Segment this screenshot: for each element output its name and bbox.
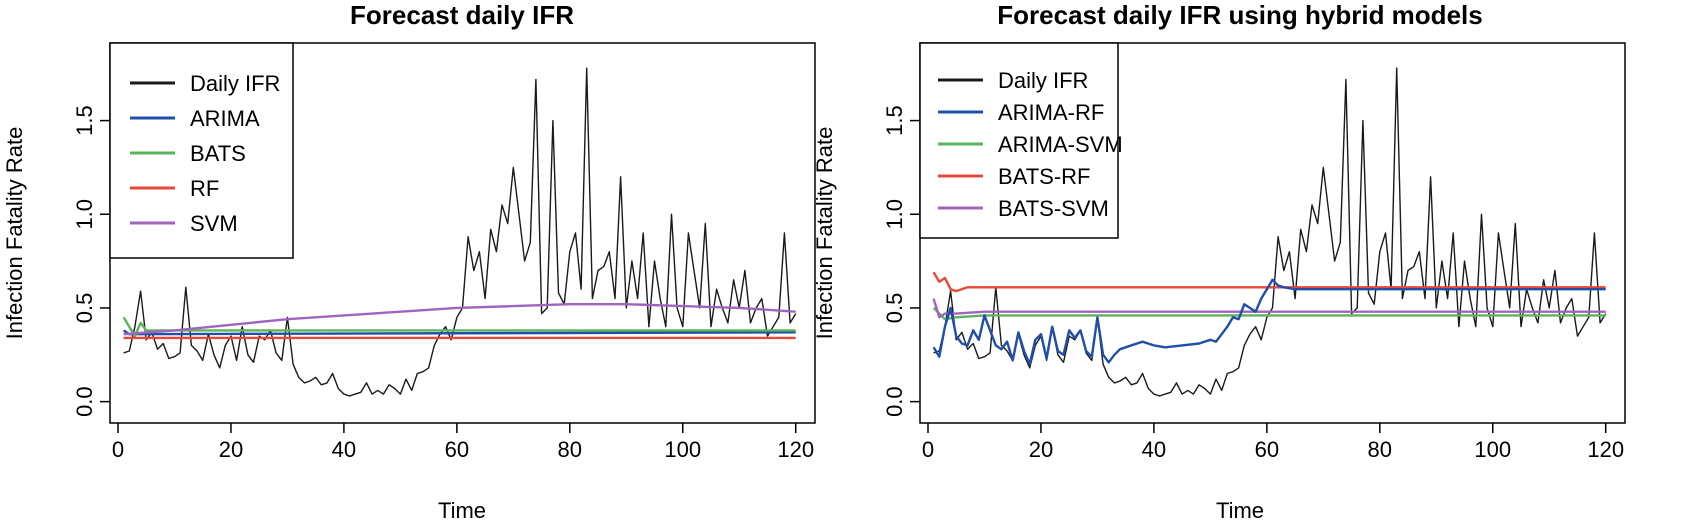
chart-forecast-daily-ifr: Forecast daily IFR 0.0 0.5 1.0 1.5 0 20 40 60 8… [2, 0, 816, 523]
legend-label-arima-svm: ARIMA-SVM [998, 132, 1123, 157]
x-tick-label: 120 [1587, 437, 1624, 462]
x-tick-label: 0 [922, 437, 934, 462]
x-tick-label: 120 [777, 437, 814, 462]
x-tick-label: 100 [664, 437, 701, 462]
x-tick-label: 60 [1255, 437, 1279, 462]
x-tick-label: 20 [219, 437, 243, 462]
series-group [122, 67, 797, 397]
y-tick-label: 1.0 [882, 199, 907, 230]
y-tick-label: 0.0 [882, 386, 907, 417]
series-group [932, 67, 1607, 397]
x-tick-label: 80 [558, 437, 582, 462]
x-axis-label: Time [438, 498, 486, 523]
legend-label-arima: ARIMA [190, 106, 260, 131]
x-tick-label: 40 [1142, 437, 1166, 462]
legend-label-svm: SVM [190, 211, 238, 236]
y-axis-label: Infection Fatality Rate [2, 127, 27, 340]
x-tick-label: 20 [1029, 437, 1053, 462]
legend-label-rf: RF [190, 176, 219, 201]
y-tick-label: 1.0 [72, 199, 97, 230]
y-axis-label: Infection Fatality Rate [812, 127, 837, 340]
y-tick-label: 0.5 [882, 293, 907, 324]
x-tick-label: 100 [1474, 437, 1511, 462]
chart-forecast-hybrid-models: Forecast daily IFR using hybrid models 0… [812, 0, 1626, 523]
y-tick-label: 1.5 [72, 105, 97, 136]
y-axis: 0.0 0.5 1.0 1.5 [882, 105, 920, 417]
x-tick-label: 60 [445, 437, 469, 462]
x-axis: 0 20 40 60 80 100 120 [922, 423, 1624, 462]
y-tick-label: 0.5 [72, 293, 97, 324]
x-tick-label: 80 [1368, 437, 1392, 462]
legend-label-arima-rf: ARIMA-RF [998, 100, 1104, 125]
legend-box [919, 42, 1119, 239]
x-axis: 0 20 40 60 80 100 120 [112, 423, 814, 462]
legend-label-bats-rf: BATS-RF [998, 164, 1090, 189]
x-tick-label: 0 [112, 437, 124, 462]
x-axis-label: Time [1216, 498, 1264, 523]
legend-label-bats-svm: BATS-SVM [998, 196, 1109, 221]
series-line-svm [123, 303, 796, 336]
legend-label-daily-ifr: Daily IFR [998, 68, 1088, 93]
series-line-bats-rf [932, 271, 1606, 293]
y-tick-label: 1.5 [882, 105, 907, 136]
legend-label-bats: BATS [190, 141, 246, 166]
series-line-arima-rf [932, 278, 1606, 366]
legend: Daily IFR ARIMA BATS RF SVM [109, 42, 294, 259]
series-line-bats [122, 316, 796, 338]
chart-title: Forecast daily IFR using hybrid models [997, 0, 1482, 30]
chart-title: Forecast daily IFR [350, 0, 574, 30]
legend: Daily IFR ARIMA-RF ARIMA-SVM BATS-RF BAT… [919, 42, 1123, 239]
y-tick-label: 0.0 [72, 386, 97, 417]
y-axis: 0.0 0.5 1.0 1.5 [72, 105, 110, 417]
series-line-daily-ifr [123, 67, 797, 397]
x-tick-label: 40 [332, 437, 356, 462]
legend-label-daily-ifr: Daily IFR [190, 71, 280, 96]
